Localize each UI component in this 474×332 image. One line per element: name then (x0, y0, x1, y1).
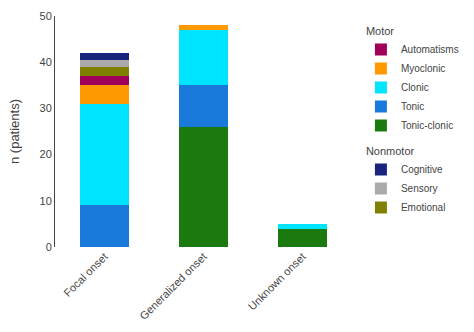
svg-text:0: 0 (46, 241, 52, 253)
svg-text:40: 40 (40, 56, 52, 68)
svg-text:Cognitive: Cognitive (401, 164, 443, 175)
svg-text:10: 10 (40, 195, 52, 207)
svg-text:Motor: Motor (366, 25, 394, 37)
svg-text:20: 20 (40, 148, 52, 160)
svg-text:Clonic: Clonic (401, 82, 429, 93)
svg-text:Nonmotor: Nonmotor (366, 145, 415, 157)
svg-text:Sensory: Sensory (401, 183, 438, 194)
svg-text:n (patients): n (patients) (7, 99, 22, 164)
svg-text:Focal onset: Focal onset (61, 250, 110, 299)
svg-text:Tonic-clonic: Tonic-clonic (401, 120, 453, 131)
svg-text:50: 50 (40, 10, 52, 22)
svg-text:Myoclonic: Myoclonic (401, 63, 445, 74)
svg-text:Emotional: Emotional (401, 202, 445, 213)
svg-text:Unknown onset: Unknown onset (246, 250, 308, 312)
svg-text:Automatisms: Automatisms (401, 44, 459, 55)
svg-text:Tonic: Tonic (401, 101, 424, 112)
svg-text:Generalized onset: Generalized onset (137, 250, 209, 322)
svg-text:30: 30 (40, 102, 52, 114)
